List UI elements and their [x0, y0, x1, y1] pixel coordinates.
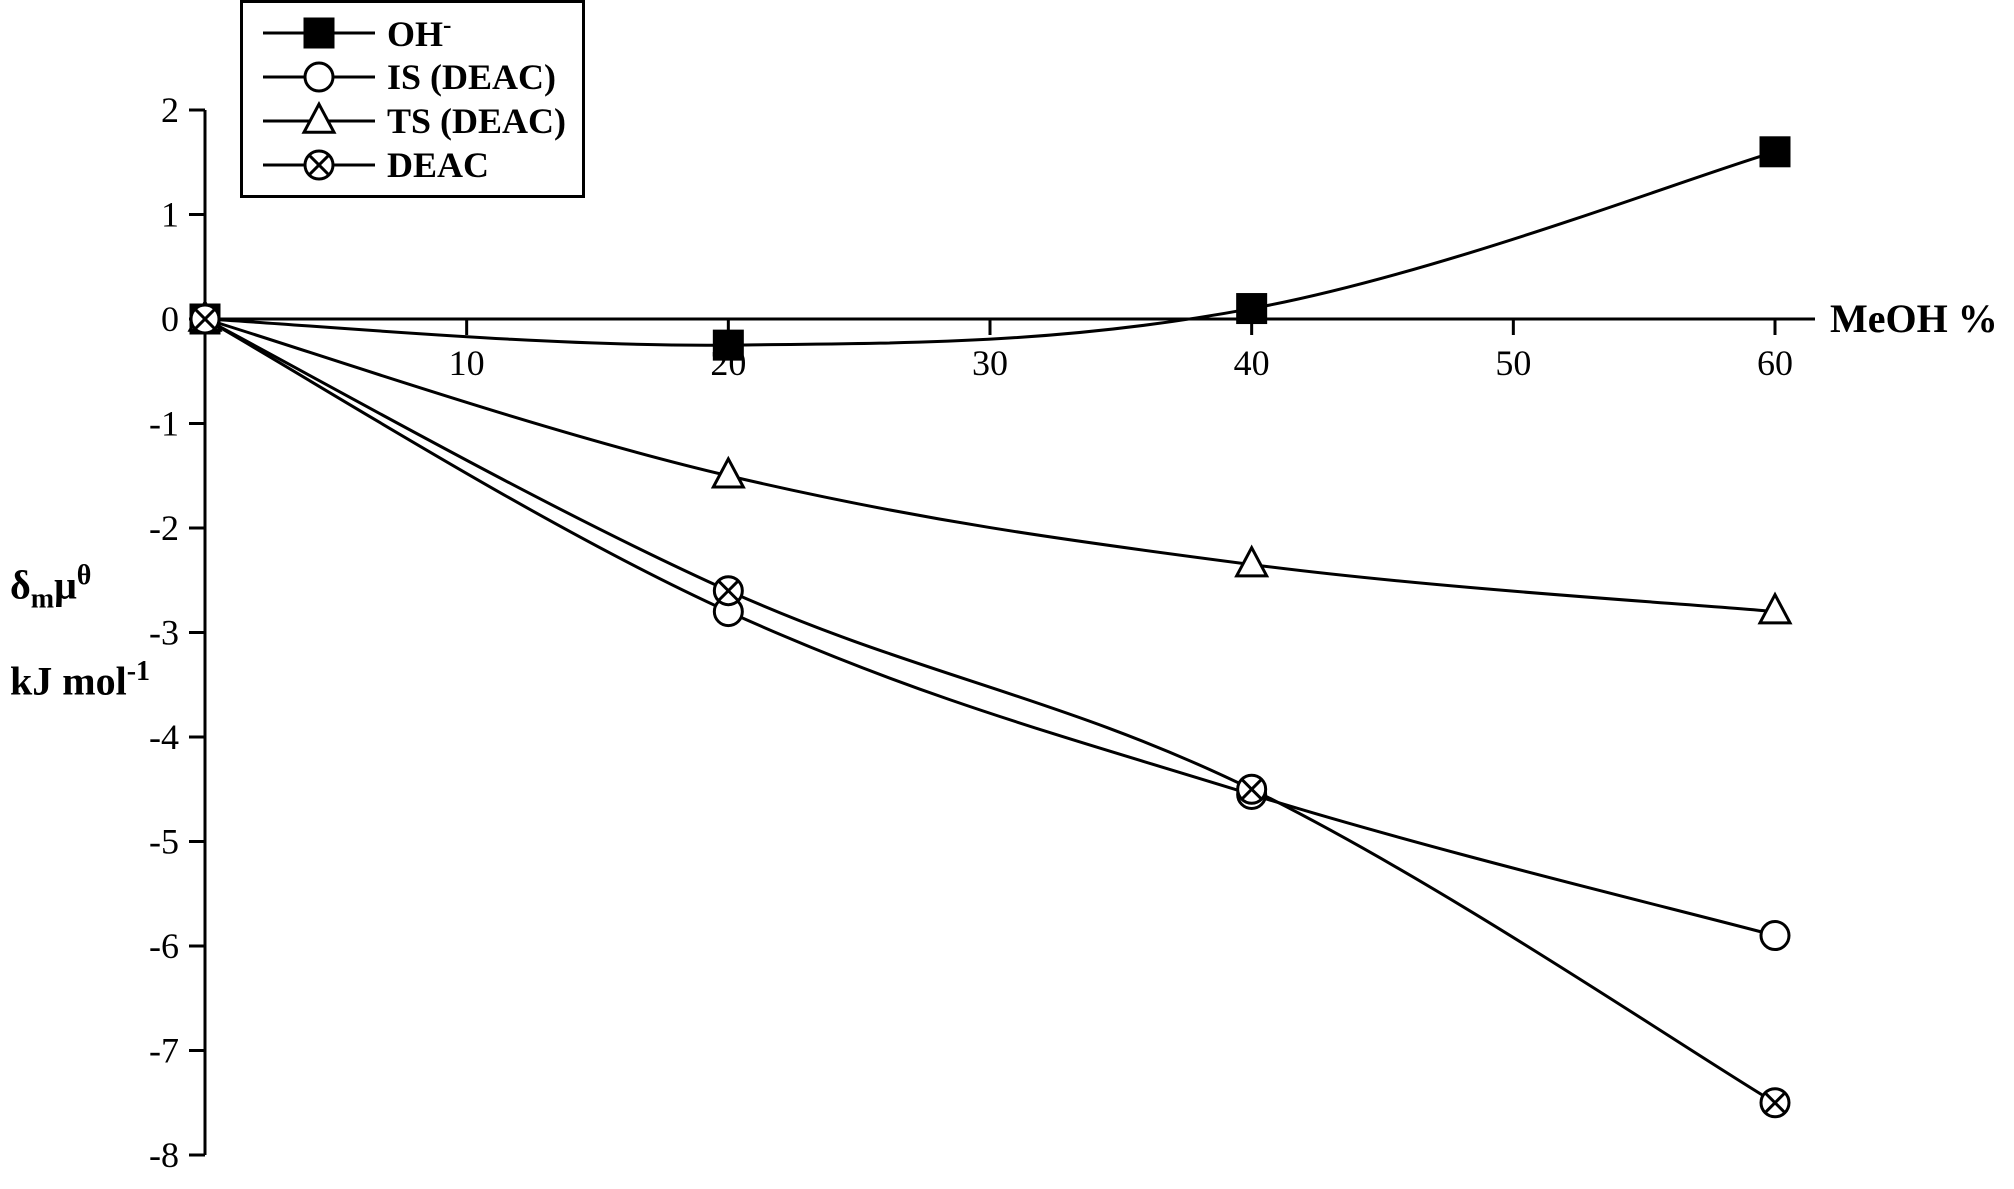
legend-item: IS (DEAC)	[259, 55, 566, 99]
legend-label: OH-	[387, 12, 451, 55]
x-tick-label: 30	[972, 343, 1008, 383]
y-tick-label: -3	[149, 613, 179, 653]
y-axis-label: δmμθ kJ mol-1	[10, 560, 150, 704]
x-tick-label: 50	[1495, 343, 1531, 383]
y-tick-label: 0	[161, 299, 179, 339]
legend-swatch	[259, 99, 379, 143]
legend-swatch	[259, 55, 379, 99]
x-tick-label: 60	[1757, 343, 1793, 383]
x-axis-label: MeOH %	[1830, 295, 1998, 342]
y-tick-label: 1	[161, 195, 179, 235]
y-tick-label: -8	[149, 1135, 179, 1175]
legend: OH-IS (DEAC)TS (DEAC)DEAC	[240, 0, 585, 198]
legend-label: IS (DEAC)	[387, 56, 556, 98]
y-tick-label: -4	[149, 717, 179, 757]
y-tick-label: -2	[149, 508, 179, 548]
y-tick-label: -5	[149, 822, 179, 862]
y-tick-label: -1	[149, 404, 179, 444]
y-tick-label: -7	[149, 1031, 179, 1071]
legend-swatch	[259, 143, 379, 187]
y-axis-label-line1: δmμθ	[10, 560, 150, 615]
chart-container: 102030405060-8-7-6-5-4-3-2-1012 OH-IS (D…	[0, 0, 2014, 1189]
y-tick-label: 2	[161, 90, 179, 130]
legend-swatch	[259, 11, 379, 55]
y-tick-label: -6	[149, 926, 179, 966]
legend-item: TS (DEAC)	[259, 99, 566, 143]
y-axis-label-line2: kJ mol-1	[10, 656, 150, 704]
legend-label: TS (DEAC)	[387, 100, 566, 142]
x-tick-label: 40	[1234, 343, 1270, 383]
x-tick-label: 10	[449, 343, 485, 383]
legend-label: DEAC	[387, 144, 489, 186]
legend-item: OH-	[259, 11, 566, 55]
legend-item: DEAC	[259, 143, 566, 187]
